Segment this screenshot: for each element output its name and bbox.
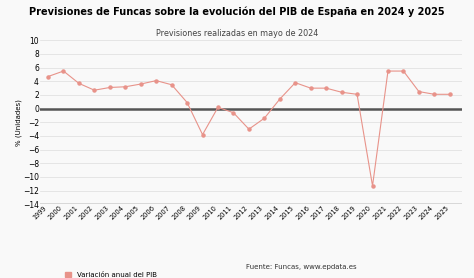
Text: Fuente: Funcas, www.epdata.es: Fuente: Funcas, www.epdata.es [246, 264, 357, 270]
Legend: Variación anual del PIB: Variación anual del PIB [65, 272, 157, 278]
Text: Previsiones de Funcas sobre la evolución del PIB de España en 2024 y 2025: Previsiones de Funcas sobre la evolución… [29, 7, 445, 18]
Text: Previsiones realizadas en mayo de 2024: Previsiones realizadas en mayo de 2024 [156, 29, 318, 38]
Y-axis label: % (Unidades): % (Unidades) [15, 99, 21, 146]
